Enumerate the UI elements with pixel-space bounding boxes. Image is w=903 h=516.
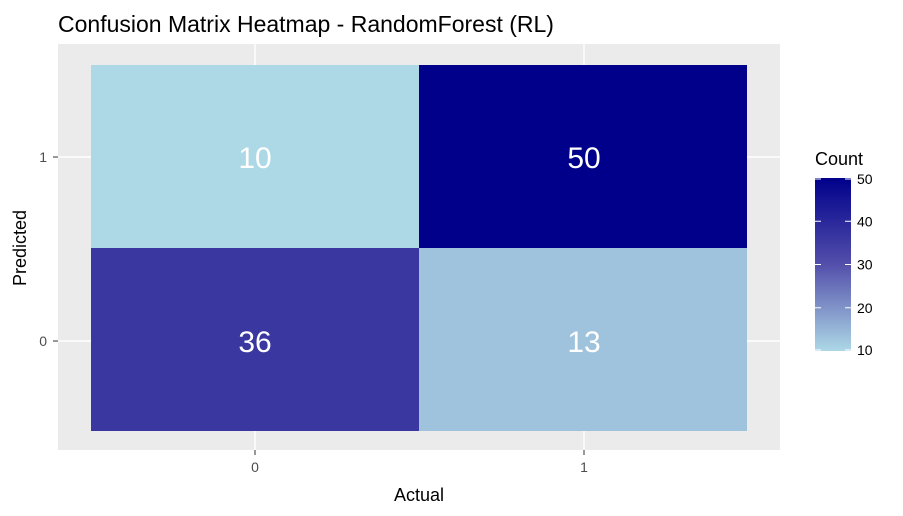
legend-tick-label: 40 [857, 213, 873, 229]
y-tick-label: 1 [39, 149, 47, 165]
legend-tick-label: 10 [857, 342, 873, 358]
heatmap-cell-actual-0-predicted-1 [91, 65, 419, 248]
cell-labels: 10 50 36 13 [238, 142, 600, 359]
heatmap-cell-actual-1-predicted-1 [419, 65, 747, 248]
legend-tick-label: 50 [857, 171, 873, 187]
heatmap-cells [91, 65, 747, 431]
y-axis-ticks: 01 [39, 149, 58, 349]
y-axis-title: Predicted [10, 210, 30, 286]
legend-tick-label: 20 [857, 300, 873, 316]
cell-value-label: 10 [238, 142, 271, 175]
x-tick-label: 0 [251, 459, 259, 475]
cell-value-label: 50 [567, 142, 600, 175]
heatmap-cell-actual-1-predicted-0 [419, 248, 747, 431]
x-tick-label: 1 [580, 459, 588, 475]
legend-ticks: 10 20 30 40 50 [815, 171, 873, 358]
legend-title: Count [815, 149, 863, 169]
legend: Count 10 20 30 40 50 [815, 149, 873, 358]
legend-tick-label: 30 [857, 257, 873, 273]
cell-value-label: 13 [567, 326, 600, 359]
y-tick-label: 0 [39, 333, 47, 349]
chart-title: Confusion Matrix Heatmap - RandomForest … [58, 11, 554, 37]
heatmap-cell-actual-0-predicted-0 [91, 248, 419, 431]
cell-value-label: 36 [238, 326, 271, 359]
x-axis-title: Actual [394, 485, 444, 505]
